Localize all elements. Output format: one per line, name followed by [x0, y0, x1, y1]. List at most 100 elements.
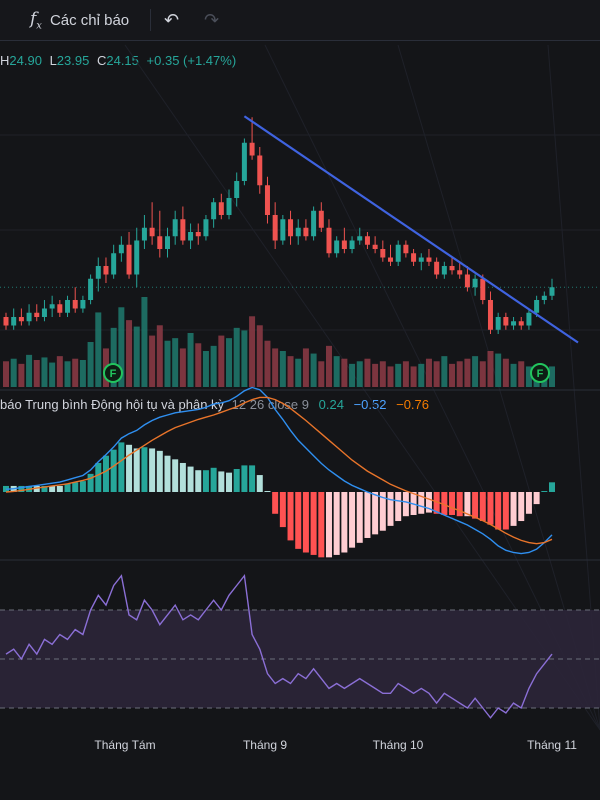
volume-bar — [349, 363, 356, 387]
macd-histogram-bar — [102, 455, 109, 492]
volume-bar — [133, 326, 140, 387]
macd-histogram-bar — [41, 485, 48, 492]
candle — [226, 198, 232, 215]
volume-bar — [264, 340, 271, 387]
volume-bar — [518, 361, 525, 387]
candle — [141, 227, 147, 241]
volume-bar — [433, 361, 440, 387]
volume-bar — [249, 316, 256, 387]
volume-bar — [525, 366, 532, 387]
candle — [49, 304, 55, 309]
macd-histogram-bar — [264, 491, 271, 492]
macd-histogram-bar — [141, 447, 148, 492]
macd-histogram-bar — [164, 455, 171, 492]
macd-histogram-bar — [333, 492, 340, 555]
macd-line-value: −0.52 — [353, 397, 387, 412]
candle — [349, 240, 355, 249]
candle — [11, 317, 17, 326]
macd-histogram-bar — [256, 475, 263, 492]
candle — [526, 312, 532, 326]
volume-bar — [195, 343, 202, 387]
candle — [211, 202, 217, 220]
volume-bar — [287, 356, 294, 387]
toolbar: fx Các chỉ báo ↶ ↷ — [0, 0, 600, 41]
high-key: H — [0, 53, 10, 68]
volume-bar — [164, 340, 171, 387]
volume-bar — [341, 358, 348, 387]
candles — [3, 117, 555, 334]
candle — [388, 257, 394, 262]
macd-histogram-bar — [364, 492, 371, 538]
macd-histogram-bar — [202, 470, 209, 492]
macd-histogram-bar — [541, 491, 548, 492]
candle — [326, 227, 332, 254]
candle — [280, 219, 286, 241]
candle — [103, 266, 109, 275]
macd-histogram-bar — [510, 492, 517, 526]
macd-histogram-bar — [233, 469, 240, 492]
volume-bar — [310, 353, 317, 387]
macd-histogram-bar — [72, 482, 79, 492]
volume-bar — [33, 360, 40, 387]
candle — [495, 317, 501, 330]
candle — [149, 227, 155, 237]
volume-bar — [202, 351, 209, 387]
macd-histogram-bar — [126, 444, 133, 492]
volume-bar — [172, 338, 179, 387]
volume-bar — [272, 348, 279, 387]
macd-histogram-bar — [379, 492, 386, 531]
candle — [372, 244, 378, 249]
macd-histogram-bar — [295, 492, 302, 549]
macd-histogram-bar — [549, 482, 555, 492]
volume-bar — [441, 356, 448, 387]
candle — [65, 300, 71, 313]
macd-histogram-bar — [525, 492, 532, 514]
macd-histogram-bar — [318, 492, 325, 558]
redo-button[interactable]: ↷ — [204, 8, 219, 32]
candle — [126, 244, 132, 275]
volume-bar — [510, 363, 517, 387]
candle — [357, 236, 363, 241]
candle — [434, 261, 440, 275]
event-marker — [530, 363, 550, 383]
candle — [134, 240, 140, 275]
macd-histogram-bar — [79, 481, 86, 492]
volume-bar — [418, 363, 425, 387]
volume-bar — [233, 327, 240, 387]
volume-bar — [79, 360, 86, 387]
macd-histogram-bar — [495, 492, 502, 530]
candle — [472, 278, 478, 288]
fx-icon: fx — [30, 8, 42, 32]
candle — [518, 321, 524, 326]
volume-bar — [156, 325, 163, 387]
macd-histogram-bar — [218, 471, 225, 492]
volume-bar — [356, 361, 363, 387]
undo-button[interactable]: ↶ — [164, 8, 179, 32]
volume-bar — [256, 325, 263, 387]
macd-histogram-bar — [33, 485, 40, 492]
volume-bar — [425, 358, 432, 387]
macd-histogram-bar — [187, 466, 194, 492]
macd-histogram-bar — [479, 492, 486, 522]
volume-bar — [387, 366, 394, 387]
candle — [26, 312, 32, 322]
macd-histogram-bar — [472, 492, 479, 519]
trend-line[interactable] — [243, 115, 579, 344]
candle — [334, 240, 340, 254]
candle — [234, 181, 240, 198]
candle — [34, 312, 40, 317]
volume-bar — [10, 358, 17, 387]
volume-bar — [410, 366, 417, 387]
indicators-button[interactable]: fx Các chỉ báo — [30, 8, 129, 32]
volume-bar — [479, 361, 486, 387]
macd-histogram-bar — [372, 492, 379, 535]
volume-bar — [179, 348, 186, 387]
volume-bar — [372, 363, 379, 387]
volume-bar — [456, 361, 463, 387]
event-marker — [103, 363, 123, 383]
volume-bar — [49, 362, 56, 387]
signal-line — [5, 396, 553, 545]
macd-pane — [3, 386, 555, 558]
